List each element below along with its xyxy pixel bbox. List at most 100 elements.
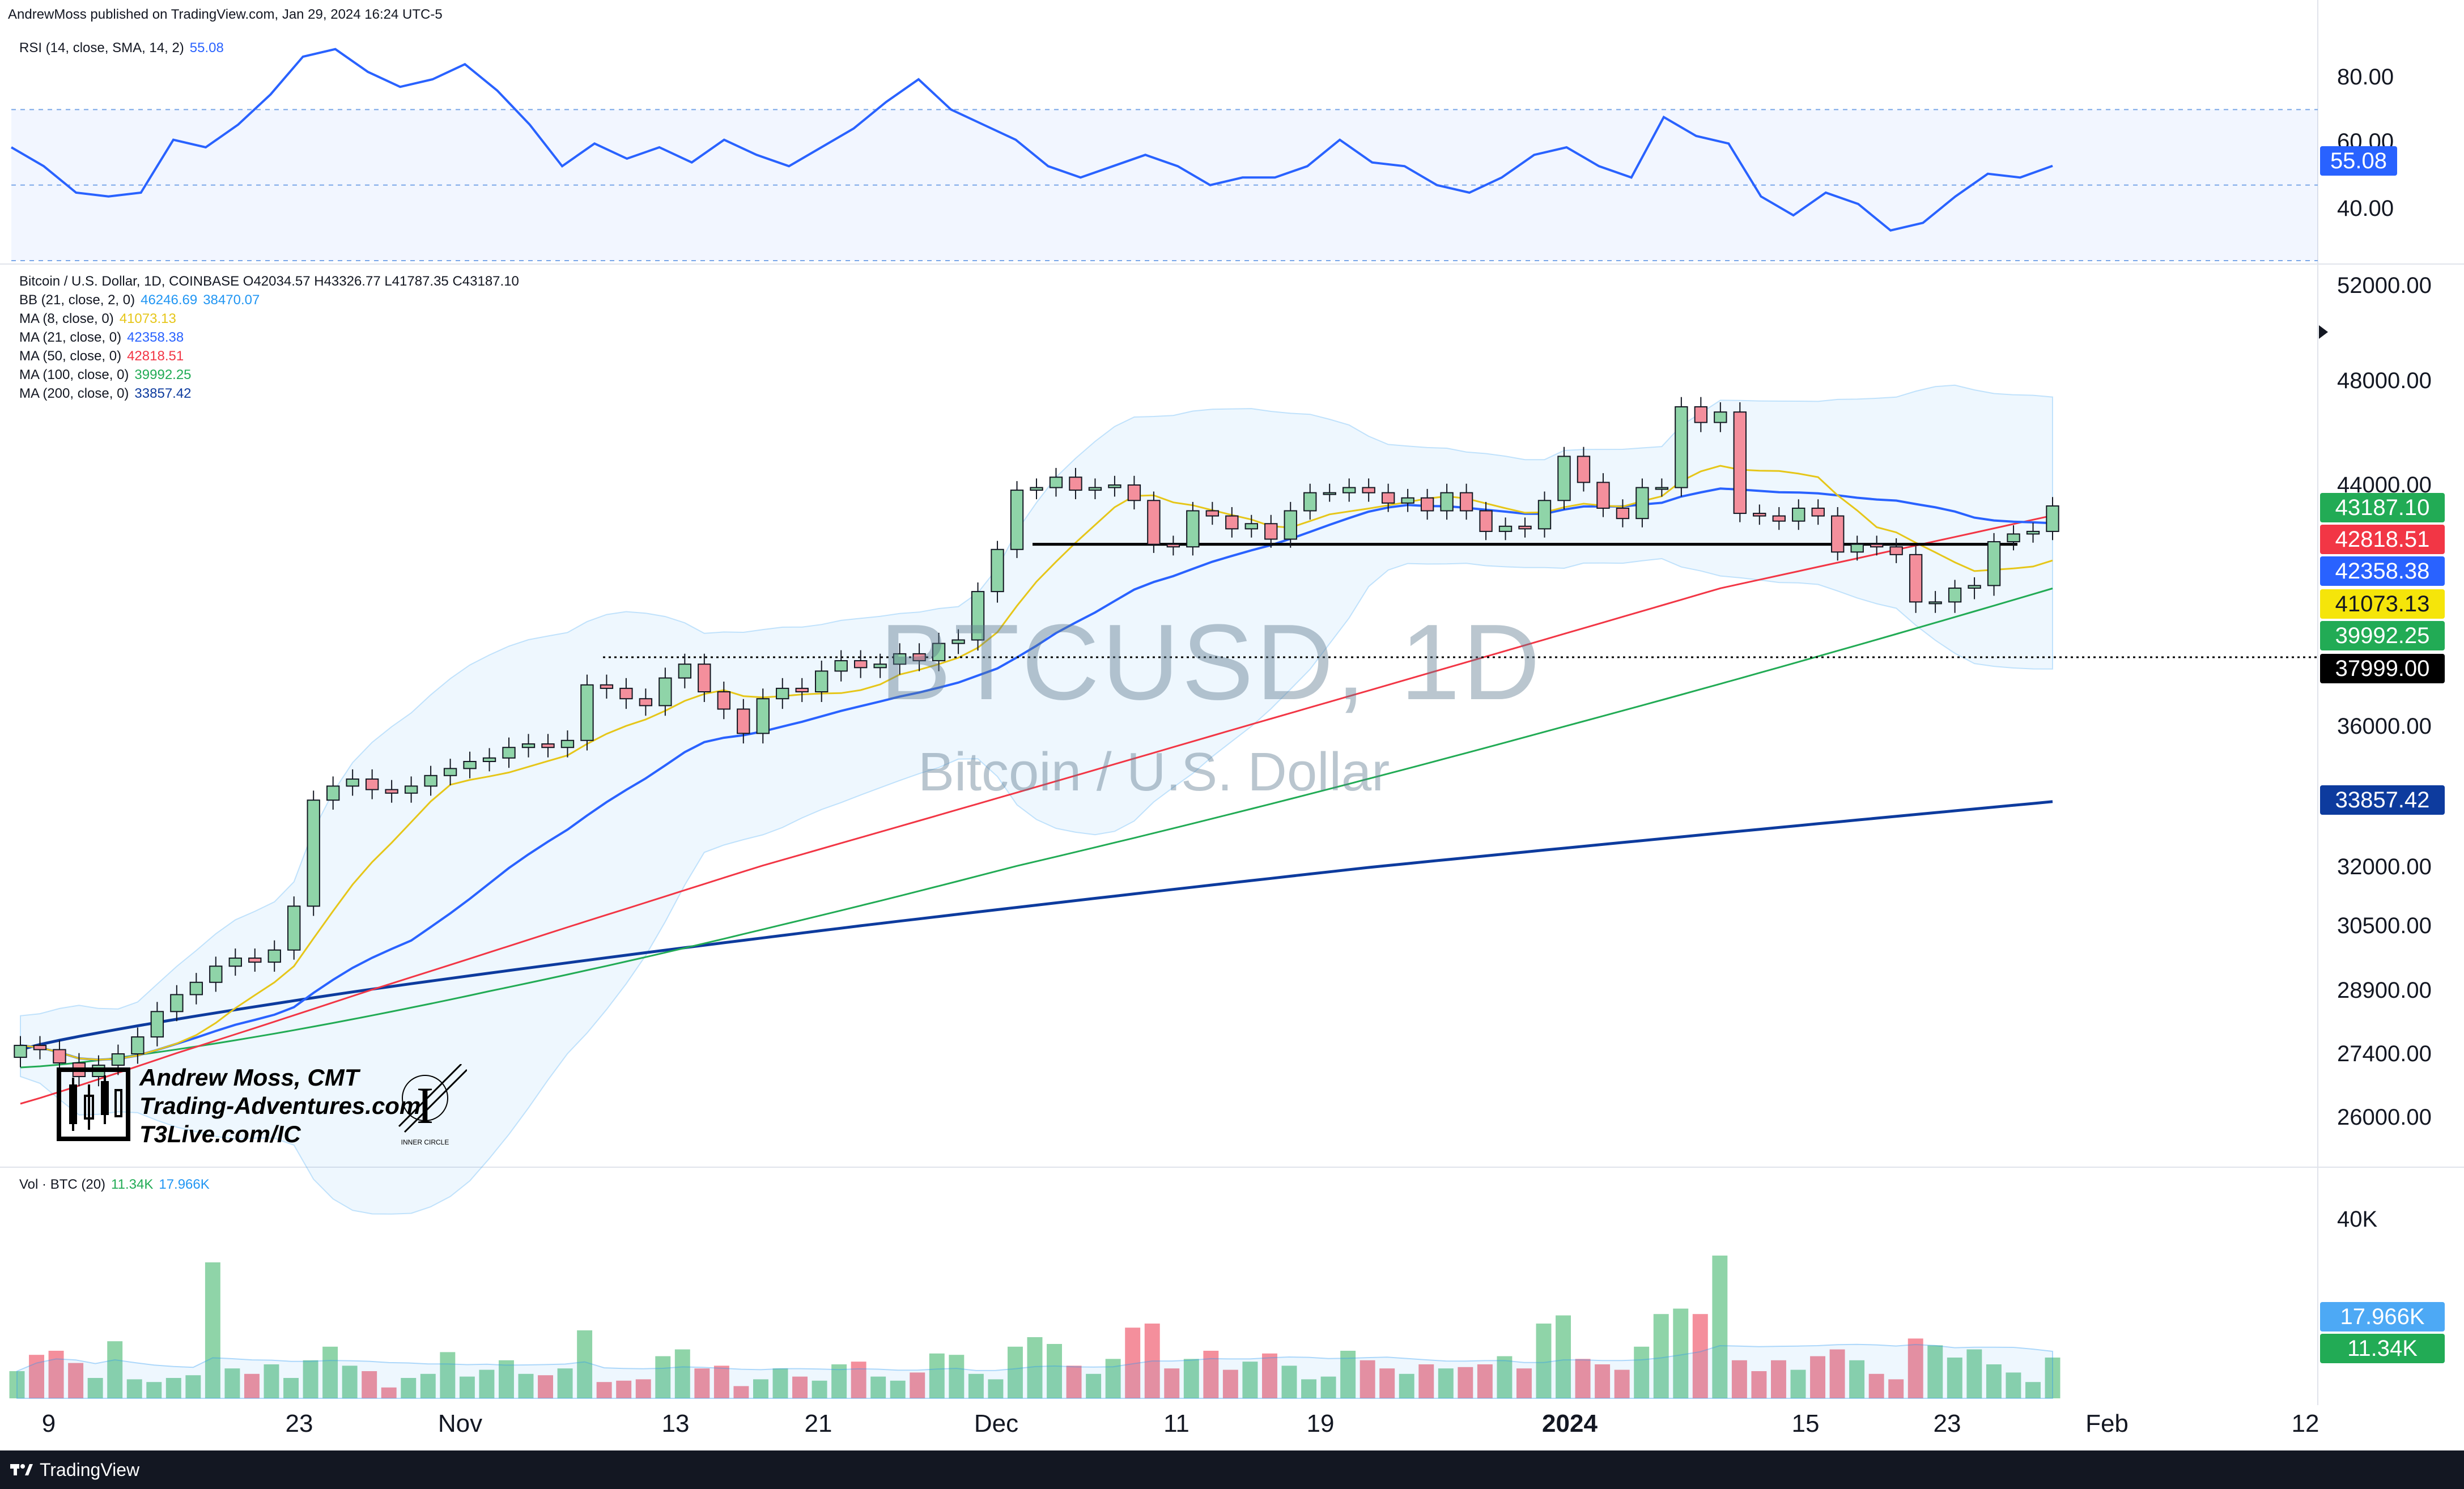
volume-bar — [1379, 1368, 1395, 1398]
candle-body — [659, 677, 672, 707]
time-axis-label: 12 — [2291, 1410, 2319, 1437]
volume-bar — [968, 1373, 984, 1398]
bb-legend: BB (21, close, 2, 0) 46246.69 38470.07 — [19, 292, 260, 308]
price-y-label: 28900.00 — [2337, 978, 2432, 1003]
candle-body — [1948, 588, 1962, 603]
ma8-tag: 41073.13 — [2320, 589, 2445, 619]
candle-body — [1010, 490, 1024, 550]
volume-bar — [1731, 1360, 1747, 1398]
time-axis-label: 15 — [1791, 1410, 1820, 1437]
candle-body — [1049, 477, 1063, 488]
price-y-label: 32000.00 — [2337, 854, 2432, 879]
volume-bar — [557, 1368, 573, 1398]
ma21-line — [20, 487, 2053, 1061]
volume-bar — [9, 1371, 25, 1398]
price-y-label: 52000.00 — [2337, 273, 2432, 298]
volume-bar — [1634, 1346, 1650, 1398]
candle-body — [815, 670, 829, 693]
volume-bar — [1829, 1349, 1845, 1398]
candle-body — [893, 653, 907, 665]
candle-body — [560, 739, 575, 748]
volume-bar — [812, 1380, 827, 1398]
candle-body — [1753, 513, 1766, 517]
rsi-line — [10, 48, 2053, 232]
volume-bar — [949, 1355, 965, 1398]
volume-bar — [1125, 1328, 1141, 1398]
svg-text:I: I — [417, 1077, 434, 1134]
time-axis-label: 11 — [1163, 1410, 1189, 1437]
volume-bar — [205, 1262, 220, 1398]
candle-body — [1323, 492, 1336, 495]
ma100-line — [20, 588, 2053, 1069]
volume-bar — [126, 1379, 142, 1398]
scroll-right-icon[interactable] — [2319, 325, 2328, 339]
volume-bar — [322, 1346, 338, 1398]
candle-body — [307, 799, 320, 907]
volume-bar — [2025, 1382, 2041, 1398]
ma100-legend: MA (100, close, 0) 39992.25 — [19, 367, 192, 382]
candle-body — [580, 684, 594, 741]
candle-body — [1987, 541, 2001, 586]
rsi-legend-value: 55.08 — [189, 40, 224, 56]
candle-body — [1108, 484, 1121, 488]
price-y-label: 26000.00 — [2337, 1105, 2432, 1130]
candle-body — [912, 653, 926, 662]
volume-bar — [910, 1372, 925, 1398]
candle-body — [1733, 411, 1747, 514]
author-name: Andrew Moss, CMT — [139, 1064, 359, 1091]
volume-bar — [1712, 1256, 1728, 1398]
description-watermark: Bitcoin / U.S. Dollar — [918, 742, 1390, 802]
publisher-header: AndrewMoss published on TradingView.com,… — [8, 7, 443, 22]
volume-bar — [851, 1362, 866, 1398]
volume-bar — [1183, 1359, 1199, 1398]
volume-bar — [733, 1386, 749, 1398]
candle-body — [1088, 487, 1102, 491]
candle-body — [1870, 543, 1884, 548]
volume-bar — [1966, 1349, 1982, 1398]
time-axis-label: Dec — [974, 1410, 1019, 1437]
volume-bar — [479, 1369, 495, 1398]
candle-body — [170, 994, 184, 1012]
volume-bar — [655, 1356, 671, 1398]
candle-body — [2026, 530, 2040, 535]
ma21-tag: 42358.38 — [2320, 556, 2445, 586]
volume-bar — [616, 1380, 632, 1398]
candle-body — [1459, 492, 1473, 512]
volume-bar — [185, 1375, 201, 1398]
volume-y-label: 40K — [2337, 1207, 2378, 1232]
candle-body — [1831, 515, 1845, 553]
candle-body — [404, 785, 418, 794]
volume-bar — [1673, 1308, 1689, 1398]
volume-bar — [1751, 1371, 1767, 1398]
candle-body — [346, 778, 359, 787]
candle-body — [853, 660, 868, 669]
candle-body — [776, 687, 789, 700]
candle-body — [600, 684, 614, 689]
volume-bar — [303, 1360, 318, 1398]
volume-bar — [224, 1368, 240, 1398]
volume-bar — [1947, 1358, 1962, 1398]
candle-body — [287, 905, 301, 951]
volume-legend: Vol · BTC (20) 11.34K 17.966K — [19, 1177, 210, 1192]
volume-bar — [146, 1382, 162, 1398]
volume-bar — [1556, 1315, 1571, 1398]
symbol-watermark: BTCUSD, 1D — [880, 602, 1543, 722]
volume-bar — [1222, 1369, 1238, 1398]
rsi-y-label: 80.00 — [2337, 65, 2394, 90]
candle-body — [267, 949, 281, 963]
last-price-tag: 43187.10 — [2320, 493, 2445, 522]
volume-bar — [792, 1376, 808, 1398]
volume-bar — [577, 1330, 593, 1398]
candle-body — [541, 743, 555, 748]
price-y-label: 27400.00 — [2337, 1041, 2432, 1066]
volume-bar — [1105, 1359, 1121, 1398]
candle-body — [1792, 507, 1805, 522]
candle-body — [834, 660, 848, 672]
volume-bar — [1575, 1359, 1591, 1398]
volume-bar — [1614, 1369, 1630, 1398]
candle-body — [189, 981, 203, 995]
volume-ma-area — [16, 1343, 2053, 1399]
volume-bar — [1320, 1376, 1336, 1398]
volume-bar — [1986, 1364, 2002, 1398]
